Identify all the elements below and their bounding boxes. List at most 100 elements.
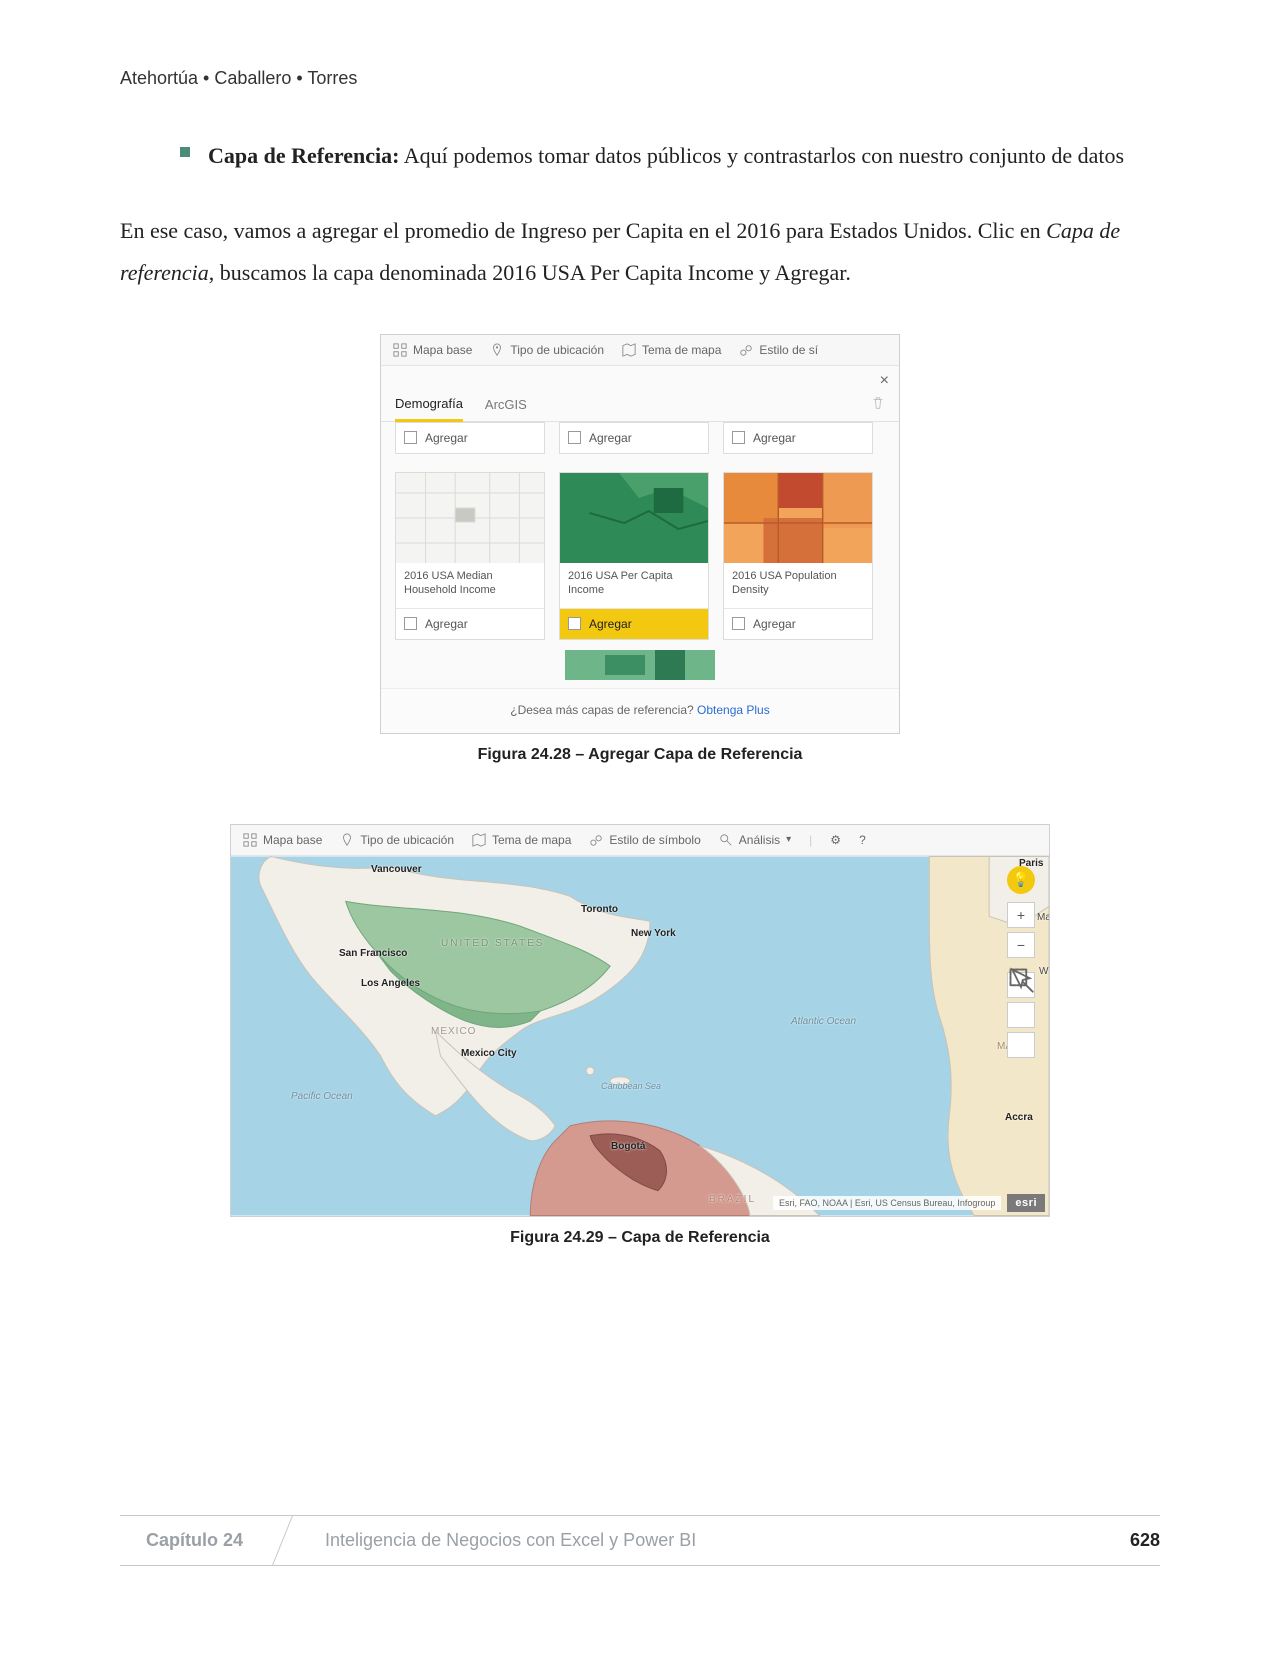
grid-icon [393,343,407,357]
tab-demografia[interactable]: Demografía [395,396,463,422]
map-icon [472,833,486,847]
more-layers-row: ¿Desea más capas de referencia? Obtenga … [381,688,899,733]
bullet-text: Capa de Referencia: Aquí podemos tomar d… [208,137,1124,174]
attribution-text: Esri, FAO, NOAA | Esri, US Census Bureau… [773,1196,1001,1210]
add-label: Agregar [589,431,632,445]
pin-icon [340,833,354,847]
bullet-item: Capa de Referencia: Aquí podemos tomar d… [180,137,1160,174]
toolbar-basemap-label: Mapa base [413,343,472,357]
zoom-window-button[interactable] [1007,1032,1035,1058]
toolbar-theme-label: Tema de mapa [642,343,721,357]
add-label: Agregar [753,431,796,445]
gear-icon[interactable]: ⚙ [830,833,841,847]
bullet-body: Aquí podemos tomar datos públicos y cont… [404,143,1124,168]
trash-icon[interactable] [871,396,885,413]
toolbar-basemap[interactable]: Mapa base [243,833,322,847]
checkbox-icon [732,617,745,630]
toolbar-basemap-label: Mapa base [263,833,322,847]
map-label-ma: Ma [1037,912,1049,923]
layer-card-per-capita-income[interactable]: 2016 USA Per Capita Income Agregar [559,472,709,640]
layer-card-population-density[interactable]: 2016 USA Population Density Agregar [723,472,873,640]
map-label-unitedstates: UNITED STATES [441,938,544,949]
map-label-atlantic: Atlantic Ocean [791,1016,856,1027]
close-row: × [381,366,899,390]
add-cell[interactable]: Agregar [395,422,545,454]
toolbar-basemap[interactable]: Mapa base [393,343,472,357]
partial-next-row [381,646,899,688]
figure-28-caption: Figura 24.28 – Agregar Capa de Referenci… [380,746,900,764]
toolbar-analysis[interactable]: Análisis ▾ [719,833,791,847]
card-title: 2016 USA Median Household Income [396,563,544,608]
bullet-marker-icon [180,147,190,157]
card-title: 2016 USA Population Density [724,563,872,608]
add-label: Agregar [753,617,796,631]
layer-card-median-income[interactable]: 2016 USA Median Household Income Agregar [395,472,545,640]
map-label-bogota: Bogotá [611,1141,645,1152]
panel-toolbar: Mapa base Tipo de ubicación Tema de mapa… [381,335,899,366]
map-label-newyork: New York [631,928,676,939]
toolbar-symbol-label: Estilo de sí [759,343,818,357]
toolbar-location-type[interactable]: Tipo de ubicación [340,833,454,847]
tab-arcgis[interactable]: ArcGIS [485,397,527,420]
map-panel: Mapa base Tipo de ubicación Tema de mapa… [230,824,1050,1217]
footer-title: Inteligencia de Negocios con Excel y Pow… [269,1516,1130,1565]
toolbar-symbol-style[interactable]: Estilo de símbolo [589,833,700,847]
cards-area: 2016 USA Median Household Income Agregar… [381,462,899,646]
card-add-button[interactable]: Agregar [724,608,872,639]
bullet-title: Capa de Referencia: [208,143,399,168]
add-label: Agregar [425,617,468,631]
toolbar-location-label: Tipo de ubicación [510,343,604,357]
add-label: Agregar [589,617,632,631]
tabs-row: Demografía ArcGIS [381,390,899,422]
body-paragraph: En ese caso, vamos a agregar el promedio… [120,210,1160,294]
toolbar-map-theme[interactable]: Tema de mapa [472,833,571,847]
map-label-accra: Accra [1005,1112,1033,1123]
toolbar-symbol-label: Estilo de símbolo [609,833,700,847]
map-label-mexico: MEXICO [431,1026,476,1037]
zoom-controls: + − [1007,902,1035,1058]
card-add-button-highlighted[interactable]: Agregar [560,608,708,639]
map-toolbar: Mapa base Tipo de ubicación Tema de mapa… [231,825,1049,856]
add-cell[interactable]: Agregar [559,422,709,454]
chevron-down-icon: ▾ [786,834,791,845]
partial-thumbnail [565,650,715,680]
toolbar-location-label: Tipo de ubicación [360,833,454,847]
help-icon[interactable]: ? [859,833,866,847]
map-label-w: W [1039,966,1048,977]
grid-icon [243,833,257,847]
map-label-mexicocity: Mexico City [461,1048,517,1059]
close-icon[interactable]: × [880,372,889,390]
map-canvas[interactable]: Vancouver Toronto New York San Francisco… [231,856,1049,1216]
reference-layer-panel: Mapa base Tipo de ubicación Tema de mapa… [380,334,900,734]
add-cell[interactable]: Agregar [723,422,873,454]
toolbar-map-theme[interactable]: Tema de mapa [622,343,721,357]
map-svg [231,856,1049,1216]
checkbox-icon [404,617,417,630]
map-label-sanfrancisco: San Francisco [339,948,407,959]
figure-29-caption: Figura 24.29 – Capa de Referencia [230,1229,1050,1247]
map-label-losangeles: Los Angeles [361,978,420,989]
obtenga-plus-link[interactable]: Obtenga Plus [697,703,770,717]
toolbar-theme-label: Tema de mapa [492,833,571,847]
map-attribution: Esri, FAO, NOAA | Esri, US Census Bureau… [773,1194,1045,1212]
lightbulb-icon[interactable]: 💡 [1007,866,1035,894]
map-label-vancouver: Vancouver [371,864,422,875]
symbol-icon [739,343,753,357]
card-thumbnail [396,473,544,563]
symbol-icon [589,833,603,847]
checkbox-icon [568,431,581,444]
toolbar-analysis-label: Análisis [739,833,780,847]
checkbox-icon [568,617,581,630]
map-label-toronto: Toronto [581,904,618,915]
toolbar-location-type[interactable]: Tipo de ubicación [490,343,604,357]
para-part-a: En ese caso, vamos a agregar el promedio… [120,218,1046,243]
card-add-button[interactable]: Agregar [396,608,544,639]
para-part-b: , buscamos la capa denominada 2016 USA P… [209,260,851,285]
card-thumbnail [724,473,872,563]
magnify-icon [719,833,733,847]
checkbox-icon [404,431,417,444]
toolbar-symbol-style[interactable]: Estilo de sí [739,343,818,357]
add-label: Agregar [425,431,468,445]
card-thumbnail [560,473,708,563]
map-label-caribbean: Caribbean Sea [601,1081,661,1091]
